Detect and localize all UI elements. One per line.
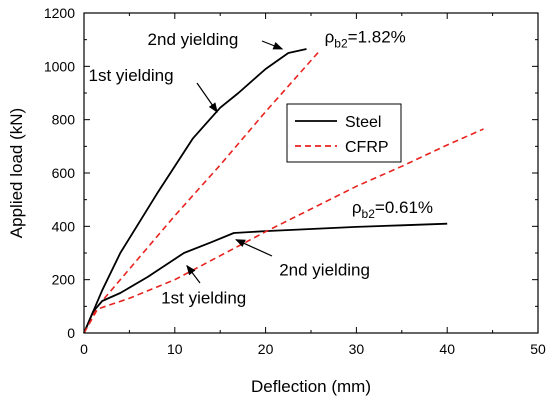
x-tick-label: 30 (349, 341, 365, 357)
legend-label-steel: Steel (345, 114, 381, 131)
annotation-1st-yielding-high: 1st yielding (89, 66, 174, 85)
rho-value: =0.61% (375, 198, 433, 217)
arrow-1st-yielding-low (186, 264, 201, 284)
annotation-2nd-yielding-high: 2nd yielding (148, 30, 239, 49)
annotation-1st-yielding-low: 1st yielding (161, 289, 246, 308)
reinforcement-ratio-label-low: ρb2=0.61% (352, 198, 433, 221)
reinforcement-ratio-label-high: ρb2=1.82% (325, 27, 406, 50)
annotation-2nd-yielding-low: 2nd yielding (279, 261, 370, 280)
arrow-2nd-yielding-low (235, 239, 273, 257)
series-line-cfrp-low (83, 128, 484, 334)
legend-box (286, 103, 402, 163)
series-line-steel-high (83, 48, 307, 334)
y-tick-label: 600 (52, 165, 76, 181)
y-tick-label: 200 (52, 272, 76, 288)
rho-subscript: b2 (362, 207, 376, 221)
legend: Steel CFRP (286, 103, 402, 163)
y-tick-label: 400 (52, 218, 76, 234)
legend-label-cfrp: CFRP (345, 139, 389, 156)
x-tick-label: 20 (258, 341, 274, 357)
series-line-steel-low (83, 222, 448, 334)
y-tick-label: 800 (52, 112, 76, 128)
y-tick-label: 1000 (44, 58, 75, 74)
y-tick-label: 0 (67, 325, 75, 341)
rho-value: =1.82% (348, 27, 406, 46)
rho-subscript: b2 (334, 36, 348, 50)
arrow-2nd-yielding-high (261, 40, 284, 50)
y-axis-label: Applied load (kN) (7, 108, 26, 238)
y-tick-label: 1200 (44, 5, 75, 21)
axes: 0 10 20 30 40 50 0 200 400 600 800 1000 1200 (44, 5, 546, 357)
rho-symbol: ρ (325, 27, 335, 46)
x-axis-label: Deflection (mm) (251, 377, 371, 396)
series-group (83, 48, 484, 334)
x-tick-label: 40 (439, 341, 455, 357)
rho-symbol: ρ (352, 198, 362, 217)
annotations (186, 40, 284, 284)
x-tick-label: 50 (530, 341, 546, 357)
x-tick-label: 10 (167, 341, 183, 357)
arrow-1st-yielding-high (196, 82, 218, 113)
x-tick-label: 0 (80, 341, 88, 357)
